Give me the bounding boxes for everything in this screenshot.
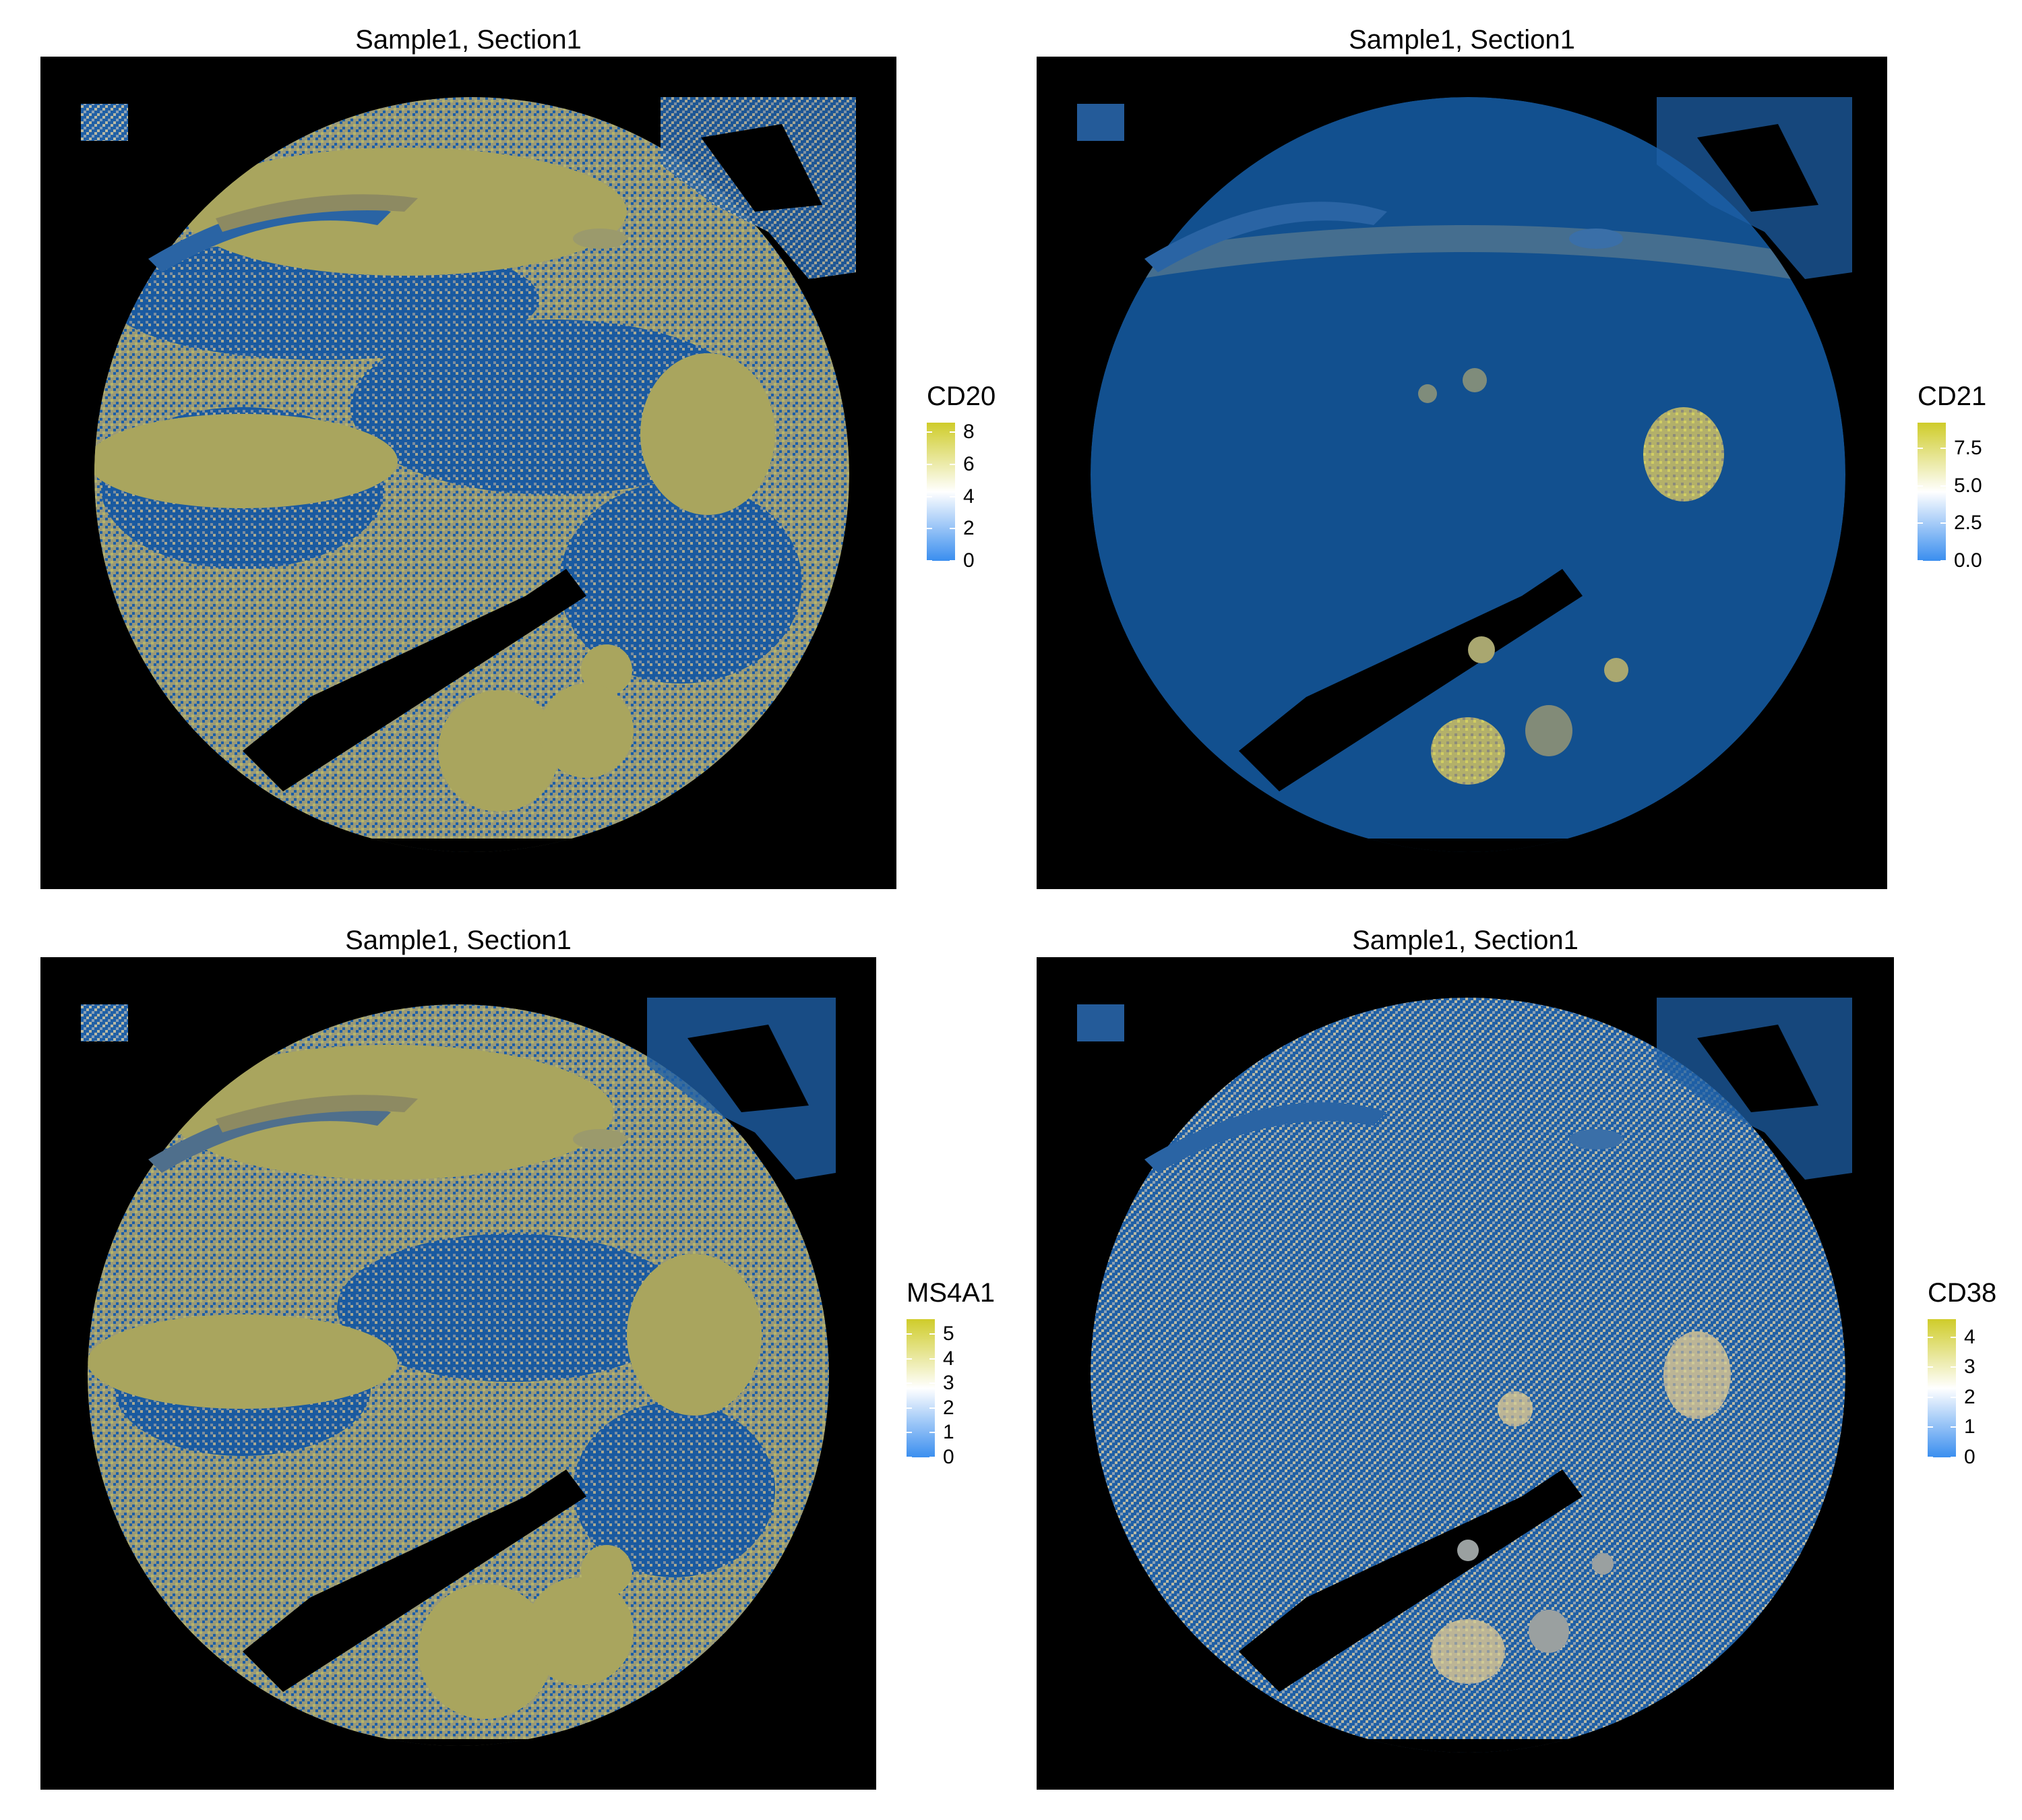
panel-title-cd21: Sample1, Section1 (1349, 25, 1575, 55)
colorbar-tick-mark (929, 1457, 935, 1458)
colorbar-tick-label: 8 (963, 421, 975, 444)
colorbar-tick-mark (927, 431, 932, 433)
colorbar-tick-mark (1928, 1457, 1933, 1458)
colorbar-tick-mark (1951, 1336, 1956, 1338)
colorbar-tick-label: 2 (943, 1396, 954, 1419)
legend-title-ms4a1: MS4A1 (907, 1278, 995, 1308)
tissue-map-ms4a1 (81, 998, 836, 1746)
colorbar-tick-label: 0 (1964, 1446, 1975, 1468)
colorbar-tick-label: 4 (1964, 1325, 1975, 1348)
colorbar-tick-mark (907, 1358, 912, 1360)
colorbar-tick-mark (1951, 1426, 1956, 1428)
tissue-map-cd38 (1077, 998, 1852, 1753)
colorbar-tick-mark (907, 1383, 912, 1385)
colorbar-tick-mark (1951, 1396, 1956, 1398)
colorbar-ticks-cd38: 0 1 2 3 4 (1928, 1319, 2022, 1468)
legend-cd20: CD20 0 2 4 6 8 (927, 381, 1062, 650)
colorbar-tick-mark (1940, 485, 1946, 487)
colorbar-tick-mark (1951, 1457, 1956, 1458)
colorbar-ms4a1 (907, 1319, 935, 1457)
colorbar-tick-mark (927, 560, 932, 562)
colorbar-tick-mark (927, 463, 932, 465)
colorbar-tick-label: 2.5 (1954, 512, 1982, 535)
plot-area-ms4a1 (40, 957, 876, 1790)
colorbar-tick-mark (907, 1333, 912, 1335)
legend-title-cd21: CD21 (1918, 382, 1987, 411)
legend-title-cd20: CD20 (927, 382, 996, 411)
colorbar-tick-mark (929, 1407, 935, 1409)
colorbar-tick-label: 6 (963, 452, 975, 475)
colorbar-ticks-cd20: 0 2 4 6 8 (927, 421, 1062, 572)
plot-area-cd38 (1037, 957, 1894, 1790)
colorbar-tick-mark (1940, 560, 1946, 562)
colorbar-tick-label: 7.5 (1954, 436, 1982, 459)
colorbar-tick-label: 5.0 (1954, 474, 1982, 497)
colorbar-tick-mark (1918, 522, 1923, 524)
colorbar-tick-label: 4 (963, 485, 975, 508)
legend-title-cd38: CD38 (1928, 1278, 1997, 1308)
colorbar-cd20 (927, 423, 955, 561)
colorbar-tick-label: 2 (1964, 1385, 1975, 1408)
colorbar-tick-mark (1918, 560, 1923, 562)
colorbar-ticks-cd21: 0.0 2.5 5.0 7.5 (1918, 423, 2022, 572)
colorbar-tick-mark (907, 1457, 912, 1458)
colorbar-tick-label: 1 (943, 1421, 954, 1444)
colorbar-tick-mark (950, 495, 955, 497)
legend-cd21: CD21 0.0 2.5 5.0 7.5 (1918, 381, 2022, 650)
colorbar-tick-label: 5 (943, 1322, 954, 1345)
colorbar-tick-label: 1 (1964, 1416, 1975, 1438)
legend-cd38: CD38 0 1 2 3 4 (1928, 1277, 2022, 1547)
colorbar-tick-mark (950, 528, 955, 530)
colorbar-tick-label: 0 (943, 1446, 954, 1468)
colorbar-tick-mark (1928, 1426, 1933, 1428)
tissue-map-cd21 (1077, 97, 1852, 852)
colorbar-tick-mark (1940, 522, 1946, 524)
colorbar-tick-mark (927, 495, 932, 497)
colorbar-tick-mark (1928, 1366, 1933, 1368)
colorbar-tick-mark (1918, 447, 1923, 449)
colorbar-cd38 (1928, 1319, 1956, 1457)
colorbar-cd21 (1918, 423, 1946, 561)
plot-area-cd21 (1037, 57, 1887, 889)
colorbar-tick-label: 3 (943, 1372, 954, 1395)
colorbar-tick-label: 0.0 (1954, 549, 1982, 572)
colorbar-tick-mark (1940, 447, 1946, 449)
colorbar-tick-mark (950, 560, 955, 562)
colorbar-tick-mark (1928, 1396, 1933, 1398)
colorbar-tick-label: 4 (943, 1347, 954, 1370)
colorbar-tick-mark (929, 1333, 935, 1335)
panel-title-cd20: Sample1, Section1 (355, 25, 582, 55)
colorbar-tick-mark (929, 1432, 935, 1434)
panel-title-cd38: Sample1, Section1 (1352, 926, 1579, 955)
colorbar-tick-mark (929, 1383, 935, 1385)
colorbar-tick-label: 0 (963, 549, 975, 572)
colorbar-tick-mark (950, 431, 955, 433)
colorbar-tick-mark (927, 528, 932, 530)
colorbar-tick-label: 3 (1964, 1356, 1975, 1378)
colorbar-tick-mark (1918, 485, 1923, 487)
colorbar-tick-mark (1928, 1336, 1933, 1338)
colorbar-tick-mark (950, 463, 955, 465)
colorbar-tick-mark (1951, 1366, 1956, 1368)
colorbar-tick-mark (907, 1432, 912, 1434)
tissue-map-cd20 (81, 97, 856, 852)
panel-title-ms4a1: Sample1, Section1 (345, 926, 572, 955)
colorbar-tick-label: 2 (963, 517, 975, 540)
colorbar-tick-mark (907, 1407, 912, 1409)
plot-area-cd20 (40, 57, 896, 889)
colorbar-tick-mark (929, 1358, 935, 1360)
